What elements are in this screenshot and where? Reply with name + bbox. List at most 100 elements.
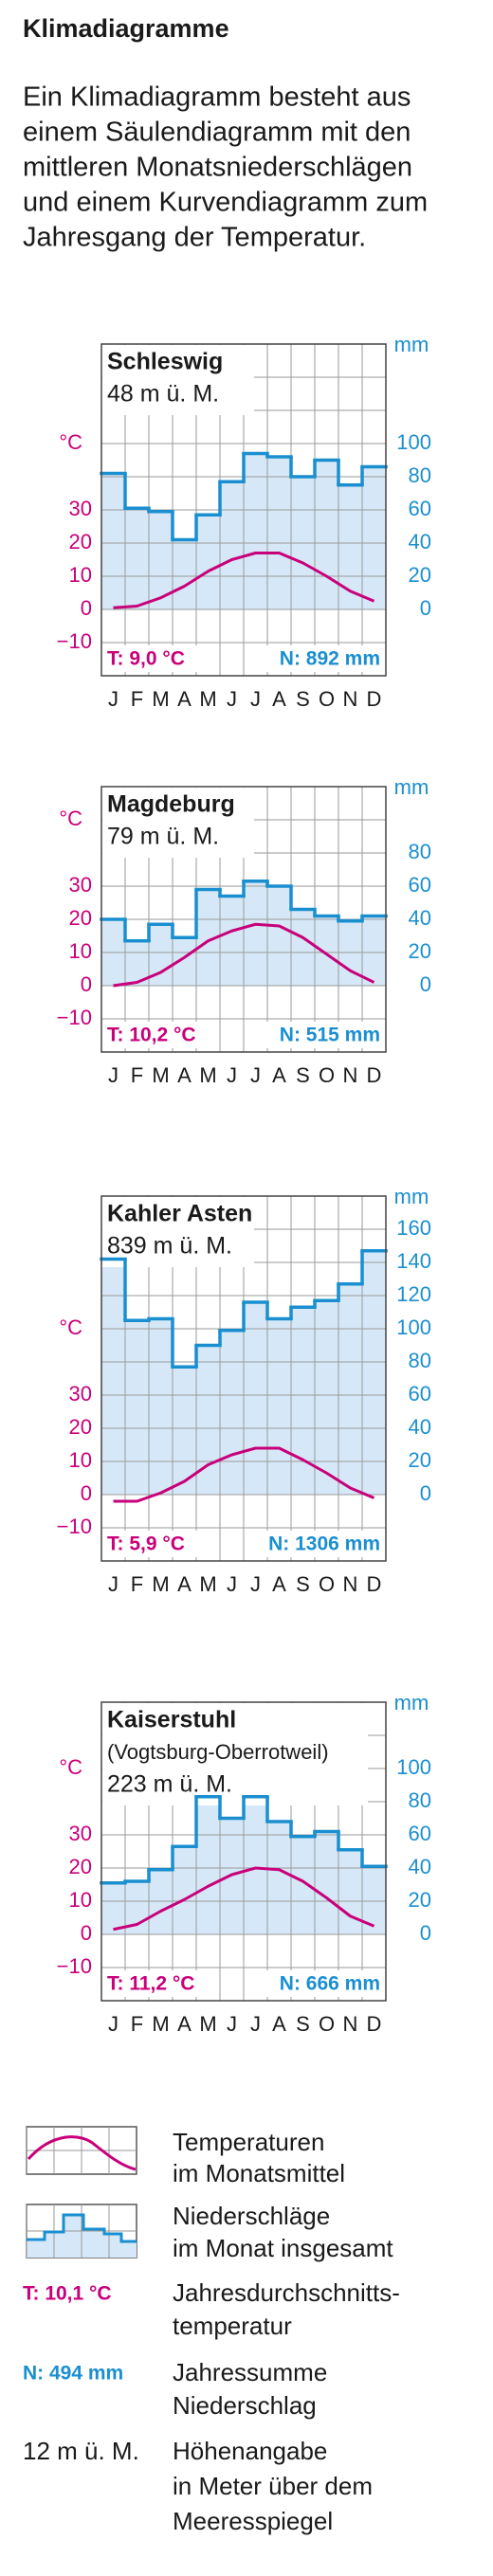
station-info: 223 m ü. M. xyxy=(107,1771,232,1798)
temperature-curve xyxy=(113,922,375,988)
y2-tick-label: 60 xyxy=(409,873,431,897)
station-info: 839 m ü. M. xyxy=(107,1233,232,1260)
precipitation-column xyxy=(101,1259,125,1495)
y-tick-label: 30 xyxy=(69,1382,92,1406)
y-tick-label: 0 xyxy=(81,1921,92,1945)
precipitation-column xyxy=(149,1869,173,1934)
y-tick-label: 30 xyxy=(69,1822,92,1845)
name-box xyxy=(102,345,254,415)
temperature-curve xyxy=(113,552,375,609)
month-label: D xyxy=(367,687,382,711)
precipitation-column xyxy=(338,484,362,609)
annotation-box xyxy=(103,1531,198,1557)
intro-line: Jahresgang der Temperatur. xyxy=(23,223,366,253)
y-axis-unit: °C xyxy=(59,1755,82,1779)
precipitation-column xyxy=(315,1831,338,1934)
month-label: M xyxy=(152,1063,169,1087)
y2-tick-label: 20 xyxy=(409,563,431,587)
annotation-box xyxy=(251,1531,384,1557)
y-tick-label: 10 xyxy=(69,1888,92,1912)
y2-tick-label: 100 xyxy=(396,1755,431,1779)
precipitation-column xyxy=(220,1818,244,1934)
intro-line: Ein Klimadiagramm besteht aus xyxy=(23,82,411,113)
precipitation-column xyxy=(267,1318,291,1495)
station-name: Kaiserstuhl xyxy=(107,1707,236,1733)
y-tick-label: 20 xyxy=(69,1415,92,1439)
month-label: N xyxy=(343,1572,358,1596)
annotation-box xyxy=(251,645,384,672)
y2-tick-label: 100 xyxy=(396,1315,431,1339)
month-label: J xyxy=(108,1572,119,1596)
precipitation-column xyxy=(362,916,386,986)
y-tick-label: 30 xyxy=(69,497,92,520)
plot-frame xyxy=(100,1701,387,2002)
y-axis-unit: °C xyxy=(59,807,82,830)
climate-chart: Kaiserstuhl (Vogtsburg-Oberrotweil) 223 m … xyxy=(57,1691,431,2036)
name-box xyxy=(102,1703,368,1805)
month-label: A xyxy=(272,1063,286,1087)
intro: Ein Klimadiagramm besteht aus einem Säul… xyxy=(23,82,428,253)
y2-tick-label: 140 xyxy=(396,1249,431,1273)
y-tick-label: 0 xyxy=(81,596,92,620)
month-label: N xyxy=(343,2012,358,2036)
y2-axis-unit: mm xyxy=(394,775,429,799)
month-label: F xyxy=(131,1063,143,1087)
y-tick-label: −10 xyxy=(57,1006,92,1029)
precipitation-column xyxy=(315,460,338,609)
y-tick-label: −10 xyxy=(57,1954,92,1978)
y2-tick-label: 60 xyxy=(409,497,431,520)
precipitation-column xyxy=(362,466,386,609)
month-label: J xyxy=(108,1063,119,1087)
month-label: M xyxy=(199,1063,216,1087)
legend: Temperaturen im Monatsmittel Niederschlä… xyxy=(23,2128,400,2535)
y-tick-label: 10 xyxy=(69,939,92,963)
annual-precipitation: N: 1306 mm xyxy=(268,1533,380,1555)
month-label: A xyxy=(272,1572,286,1596)
climate-chart: Magdeburg 79 m ü. M. −10 0 10 20 30 0 20 40 60 80 °C… xyxy=(57,775,431,1087)
y2-tick-label: 60 xyxy=(409,1382,431,1406)
climate-chart: Kahler Asten 839 m ü. M. −10 0 10 20 30 0 20 40 60… xyxy=(57,1185,431,1596)
y2-tick-label: 100 xyxy=(396,430,431,454)
y-tick-label: 10 xyxy=(69,1448,92,1472)
month-label: A xyxy=(177,1572,192,1596)
month-label: M xyxy=(152,2012,169,2036)
y2-axis-unit: mm xyxy=(394,1691,429,1714)
y-tick-label: 0 xyxy=(81,1481,92,1505)
precipitation-column xyxy=(149,1318,173,1495)
month-label: O xyxy=(319,687,335,711)
legend-text: Höhenangabe xyxy=(173,2437,327,2465)
legend-text: Niederschlag xyxy=(173,2391,317,2420)
intro-line: einem Säulendiagramm mit den xyxy=(23,118,411,148)
precipitation-column xyxy=(315,1300,338,1495)
y2-tick-label: 120 xyxy=(396,1282,431,1306)
temperature-curve xyxy=(113,1446,375,1503)
station-name: Kahler Asten xyxy=(107,1201,252,1227)
legend-text: in Meter über dem xyxy=(173,2472,373,2500)
month-label: M xyxy=(199,1572,216,1596)
precipitation-column xyxy=(267,457,291,609)
precipitation-column xyxy=(125,1320,149,1495)
month-label: N xyxy=(343,687,358,711)
precipitation-column xyxy=(101,1882,125,1934)
legend-key: N: 494 mm xyxy=(23,2363,123,2385)
y2-tick-label: 80 xyxy=(409,1788,431,1812)
y-tick-label: −10 xyxy=(57,629,92,653)
y-tick-label: 10 xyxy=(69,563,92,587)
month-label: A xyxy=(272,2012,286,2036)
month-label: D xyxy=(367,1572,382,1596)
station-name: Magdeburg xyxy=(107,791,235,818)
legend-text: Temperaturen xyxy=(173,2128,324,2156)
y2-tick-label: 0 xyxy=(420,972,431,996)
y2-tick-label: 0 xyxy=(420,1481,431,1505)
name-box xyxy=(102,788,254,858)
annual-temperature: T: 9,0 °C xyxy=(107,648,185,670)
y2-tick-label: 80 xyxy=(409,840,431,863)
annotation-box xyxy=(251,1970,384,1997)
precipitation-column xyxy=(267,886,291,986)
precipitation-column xyxy=(267,1822,291,1934)
month-label: J xyxy=(227,1572,237,1596)
y-tick-label: −10 xyxy=(57,1515,92,1538)
y2-tick-label: 20 xyxy=(409,939,431,963)
month-label: F xyxy=(131,2012,143,2036)
precipitation-column xyxy=(173,539,196,609)
